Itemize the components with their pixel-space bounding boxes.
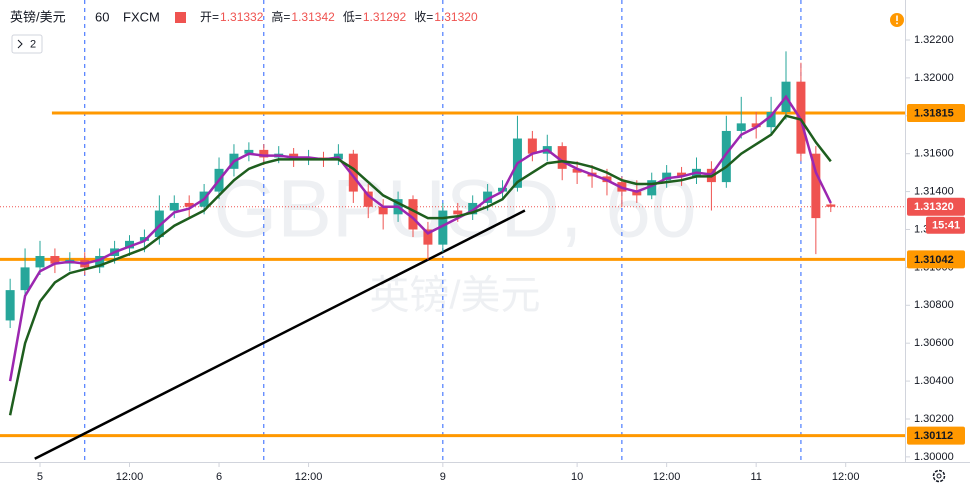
- y-tick-label: 1.32200: [914, 34, 954, 46]
- ma-line: [8, 94, 832, 382]
- y-tick-label: 1.31600: [914, 148, 954, 160]
- candle-body: [572, 168, 582, 173]
- candle-body: [139, 237, 149, 241]
- candle-body: [811, 153, 821, 219]
- ohlc-label: 低=: [343, 10, 362, 24]
- ohlc-value: 1.31342: [291, 10, 335, 24]
- status-icon: [175, 12, 186, 23]
- x-tick-label: 6: [216, 471, 222, 483]
- chevron-icon: [17, 39, 23, 49]
- candle-body: [826, 204, 836, 207]
- candle-body: [408, 199, 418, 230]
- ohlc-value: 1.31332: [220, 10, 264, 24]
- watermark-symbol: GBPUSD, 60: [213, 164, 696, 255]
- level-badge: [907, 250, 965, 269]
- settings-icon[interactable]: [932, 469, 946, 483]
- level-label: 1.30112: [914, 430, 953, 442]
- candle-body: [527, 138, 537, 154]
- candle-body: [677, 172, 687, 177]
- ohlc-legend: 开= 1.31332 高= 1.31342 低= 1.31292 收= 1.31320: [200, 9, 478, 24]
- x-tick-label: 5: [37, 471, 43, 483]
- last-price-label: 1.31320: [914, 201, 954, 213]
- alert-mark: [896, 15, 898, 21]
- axes: 1.30000 1.30200 1.30400 1.30600 1.30800 1.310…: [37, 34, 965, 483]
- indicator-count: 2: [30, 38, 36, 50]
- y-tick-label: 1.30400: [914, 375, 954, 387]
- level-label: 1.31042: [914, 254, 954, 266]
- y-tick-label: 1.30600: [914, 337, 954, 349]
- ohlc-label: 收=: [414, 10, 433, 24]
- x-tick-label: 12:00: [295, 471, 323, 483]
- candle-body: [259, 149, 269, 158]
- level-label: 1.31815: [914, 107, 954, 119]
- candle-body: [244, 149, 254, 154]
- y-tick-label: 1.30000: [914, 451, 954, 463]
- candle-body: [378, 206, 388, 215]
- gear-hub: [936, 473, 942, 479]
- candle-body: [125, 240, 135, 249]
- candle-body: [438, 210, 448, 245]
- header: 英镑/美元 60 FXCM 开= 1.31332 高= 1.31342 低= 1.3129…: [10, 9, 946, 483]
- last-price-badge: [907, 197, 965, 216]
- time-badge: [926, 216, 965, 234]
- y-tick-label: 1.30800: [914, 299, 954, 311]
- y-tick-label: 1.31400: [914, 185, 954, 197]
- candle-body: [632, 191, 642, 196]
- interval: 60: [95, 9, 109, 24]
- candle-body: [721, 130, 731, 183]
- candle-body: [751, 123, 761, 128]
- symbol: 英镑/美元: [10, 9, 66, 24]
- candle-body: [662, 172, 672, 181]
- candle-body: [423, 229, 433, 245]
- candle-body: [468, 202, 478, 215]
- candle-body: [20, 267, 30, 291]
- candle-body: [169, 202, 179, 211]
- candle-body: [736, 123, 746, 131]
- watermark-name: 英镑/美元: [369, 274, 540, 318]
- candle-body: [453, 210, 463, 215]
- time-label: 15:41: [932, 220, 960, 232]
- candle-body: [647, 180, 657, 196]
- candle-body: [184, 202, 194, 207]
- x-tick-label: 12:00: [653, 471, 681, 483]
- source: FXCM: [123, 9, 160, 24]
- candle-body: [557, 146, 567, 169]
- level-badge: [907, 103, 965, 122]
- candle-body: [35, 256, 45, 268]
- candle-body: [363, 191, 373, 207]
- x-tick-label: 10: [571, 471, 583, 483]
- plot-area: [0, 0, 905, 462]
- ohlc-value: 1.31292: [363, 10, 407, 24]
- alert-mark: [896, 22, 898, 25]
- ohlc-label: 高=: [271, 9, 290, 24]
- y-tick-label: 1.30200: [914, 413, 954, 425]
- x-tick-label: 12:00: [116, 471, 144, 483]
- x-tick-label: 9: [440, 471, 446, 483]
- candle-body: [154, 210, 164, 238]
- candle-body: [50, 256, 60, 264]
- gear: [932, 469, 946, 483]
- indicator-toggle[interactable]: [11, 34, 43, 54]
- ma-line: [8, 114, 832, 416]
- level-badge: [907, 426, 965, 445]
- candle-body: [95, 256, 105, 268]
- candle-body: [5, 290, 15, 321]
- candle-body: [483, 191, 493, 203]
- watermark: GBPUSD, 60 英镑/美元: [213, 164, 696, 318]
- x-tick-label: 11: [750, 471, 761, 483]
- candle-body: [766, 111, 776, 128]
- ohlc-value: 1.31320: [434, 10, 478, 24]
- x-tick-label: 12:00: [832, 471, 860, 483]
- y-tick-label: 1.32000: [914, 72, 954, 84]
- candle-body: [348, 153, 358, 192]
- ohlc-label: 开=: [200, 10, 219, 24]
